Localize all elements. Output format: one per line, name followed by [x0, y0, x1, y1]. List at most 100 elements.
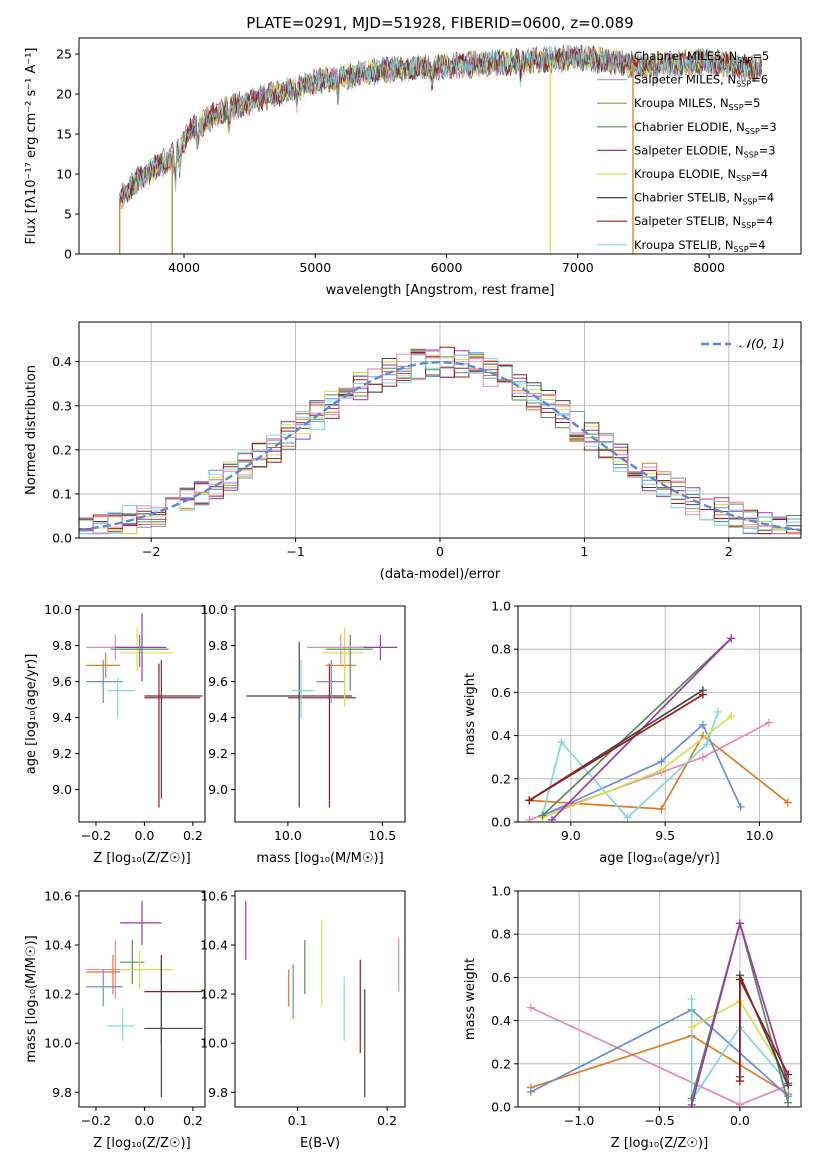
ebv_mass-ytick-label-1: 10.0: [200, 1036, 228, 1051]
z_mass-plot-area: [86, 900, 203, 1098]
z_mass-ytick-label-4: 10.6: [44, 888, 72, 903]
residuals-ytick-label-4: 0.4: [52, 354, 72, 369]
spectrum-xtick-label-0: 4000: [168, 260, 200, 275]
z_weight-marker-0-1: [735, 1100, 744, 1107]
age_weight-marker-0-2: [698, 753, 707, 762]
z_weight-ytick-label-2: 0.4: [491, 1013, 511, 1028]
age_weight-marker-0-3: [764, 718, 773, 727]
z_weight-panel: −1.0 −0.5 0.0 0.0 0.2 0.4 0.6 0.8 1.0 Z [log₁₀(Z/…: [463, 884, 802, 1151]
ebv_mass-ytick-label-2: 10.2: [200, 987, 228, 1002]
z_mass-ytick-label-0: 9.8: [52, 1085, 72, 1100]
age_weight-marker-8-0: [525, 796, 534, 805]
z_weight-xlabel: Z [log₁₀(Z/Z☉)]: [611, 1136, 708, 1151]
spectrum-panel: Chabrier MILES, NSSP=5 Salpeter MILES, NS…: [24, 37, 802, 298]
z_weight-marker-8-2: [784, 1070, 793, 1079]
mass_age-xlabel: mass [log₁₀(M/M☉)]: [256, 851, 383, 866]
age_weight-marker-2-1: [657, 757, 666, 766]
age_weight-marker-3-4: [713, 707, 722, 716]
age_weight-marker-2-3: [736, 802, 745, 811]
ebv_mass-ytick-label-3: 10.4: [200, 938, 228, 953]
z_weight-marker-8-0: [735, 1077, 744, 1086]
mass_age-ytick-label-4: 9.8: [208, 638, 228, 653]
age_weight-marker-3-1: [557, 738, 566, 747]
z_weight-ylabel: mass weight: [463, 958, 478, 1040]
spectrum-ytick-label-1: 5: [64, 207, 72, 222]
spectrum-xlabel: wavelength [Angstrom, rest frame]: [326, 283, 555, 298]
z_age-panel: −0.2 0.0 0.2 9.0 9.2 9.4 9.6 9.8 10.0 Z [log₁₀(Z/…: [24, 602, 206, 866]
z_age-plot-area: [86, 613, 203, 808]
age_weight-marker-1-3: [783, 798, 792, 807]
z_age-ytick-label-4: 9.8: [52, 638, 72, 653]
spectrum-xtick-label-4: 8000: [693, 260, 725, 275]
age_weight-panel: 9.0 9.5 10.0 0.0 0.2 0.4 0.6 0.8 1.0 age [log₁₀(a…: [463, 599, 802, 866]
z_weight-plot-area: [526, 919, 793, 1107]
mass_age-xtick-label-1: 10.5: [368, 828, 396, 843]
residuals-xtick-label-1: −1: [286, 544, 304, 559]
age_weight-marker-2-2: [698, 720, 707, 729]
gaussian-curve: [79, 360, 801, 532]
age_weight-series-8: [528, 693, 704, 802]
z_weight-marker-4-0: [687, 1023, 696, 1032]
age_weight-ytick-label-0: 0.0: [491, 815, 511, 830]
z_weight-marker-0-0: [526, 1003, 535, 1012]
ebv_mass-xtick-label-0: 0.1: [288, 1113, 308, 1128]
z_age-ytick-label-1: 9.2: [52, 746, 72, 761]
legend-label-4: Salpeter ELODIE, NSSP=3: [634, 143, 776, 159]
spectrum-frame: [78, 37, 802, 255]
legend-label-1: Salpeter MILES, NSSP=6: [634, 73, 768, 89]
legend-label-3: Chabrier ELODIE, NSSP=3: [634, 120, 777, 136]
spectrum-xtick-label-2: 6000: [431, 260, 463, 275]
residuals-xlabel: (data-model)/error: [380, 567, 501, 582]
z_age-ytick-label-2: 9.4: [52, 710, 72, 725]
z_age-xtick-label-1: 0.0: [134, 828, 154, 843]
z_weight-xtick-label-0: −1.0: [564, 1113, 594, 1128]
z_age-frame: [78, 605, 206, 823]
z_weight-ytick-label-4: 0.8: [491, 927, 511, 942]
age_weight-frame: [517, 605, 802, 823]
ebv_mass-xlabel: E(B-V): [300, 1136, 340, 1151]
z_mass-panel: −0.2 0.0 0.2 9.8 10.0 10.2 10.4 10.6 Z [log₁₀(Z/…: [24, 888, 206, 1151]
z_age-ytick-label-0: 9.0: [52, 782, 72, 797]
age_weight-ylabel: mass weight: [463, 673, 478, 755]
age_weight-plot-area: [525, 634, 792, 822]
spectrum-ytick-label-3: 15: [56, 127, 72, 142]
spectrum-ytick-label-2: 10: [56, 167, 72, 182]
legend-label-7: Salpeter STELIB, NSSP=4: [634, 214, 773, 230]
residuals-xtick-label-4: 2: [725, 544, 733, 559]
age_weight-xlabel: age [log₁₀(age/yr)]: [599, 851, 720, 866]
legend-label-8: Kroupa STELIB, NSSP=4: [634, 238, 765, 254]
mass_age-plot-area: [246, 627, 398, 808]
spectrum-ylabel: Flux [fλ10⁻¹⁷ erg cm⁻² s⁻¹ A⁻¹]: [24, 48, 39, 245]
z_weight-xtick-label-2: 0.0: [730, 1113, 750, 1128]
z_age-ytick-label-3: 9.6: [52, 674, 72, 689]
age_weight-marker-3-2: [623, 813, 632, 822]
age_weight-ytick-label-5: 1.0: [491, 599, 511, 614]
z_mass-xlabel: Z [log₁₀(Z/Z☉)]: [93, 1136, 190, 1151]
ebv_mass-frame: [234, 890, 406, 1108]
ebv_mass-panel: 0.1 0.2 9.8 10.0 10.2 10.4 10.6 E(B-V): [200, 888, 406, 1151]
mass_age-xtick-label-0: 10.0: [274, 828, 302, 843]
z_weight-marker-7-2: [784, 1081, 793, 1090]
z_age-xtick-label-2: 0.2: [183, 828, 203, 843]
residuals-panel: 𝒩(0, 1) −2 −1 0 1 2 0.0 0.1 0.2 0.3 0.4 (data-model…: [24, 321, 802, 582]
z_weight-marker-6-1: [735, 919, 744, 928]
age_weight-ytick-label-4: 0.8: [491, 642, 511, 657]
spectrum-series-8: [119, 43, 762, 207]
age_weight-marker-8-1: [698, 690, 707, 699]
z_age-xlabel: Z [log₁₀(Z/Z☉)]: [93, 851, 190, 866]
mass_age-ytick-label-3: 9.6: [208, 674, 228, 689]
residuals-ytick-label-1: 0.1: [52, 486, 72, 501]
spectrum-plot-area: [119, 43, 762, 254]
spectrum-xtick-label-1: 5000: [299, 260, 331, 275]
z_weight-ytick-label-1: 0.2: [491, 1056, 511, 1071]
z_weight-marker-3-0: [687, 995, 696, 1003]
z_mass-ylabel: mass [log₁₀(M/M☉)]: [24, 935, 39, 1062]
z_mass-xtick-label-2: 0.2: [183, 1113, 203, 1128]
spectrum-ytick-label-0: 0: [64, 247, 72, 262]
age_weight-marker-3-3: [702, 740, 711, 749]
z_weight-series-3: [690, 999, 789, 1104]
z_mass-frame: [78, 890, 206, 1108]
residuals-xtick-label-0: −2: [142, 544, 160, 559]
